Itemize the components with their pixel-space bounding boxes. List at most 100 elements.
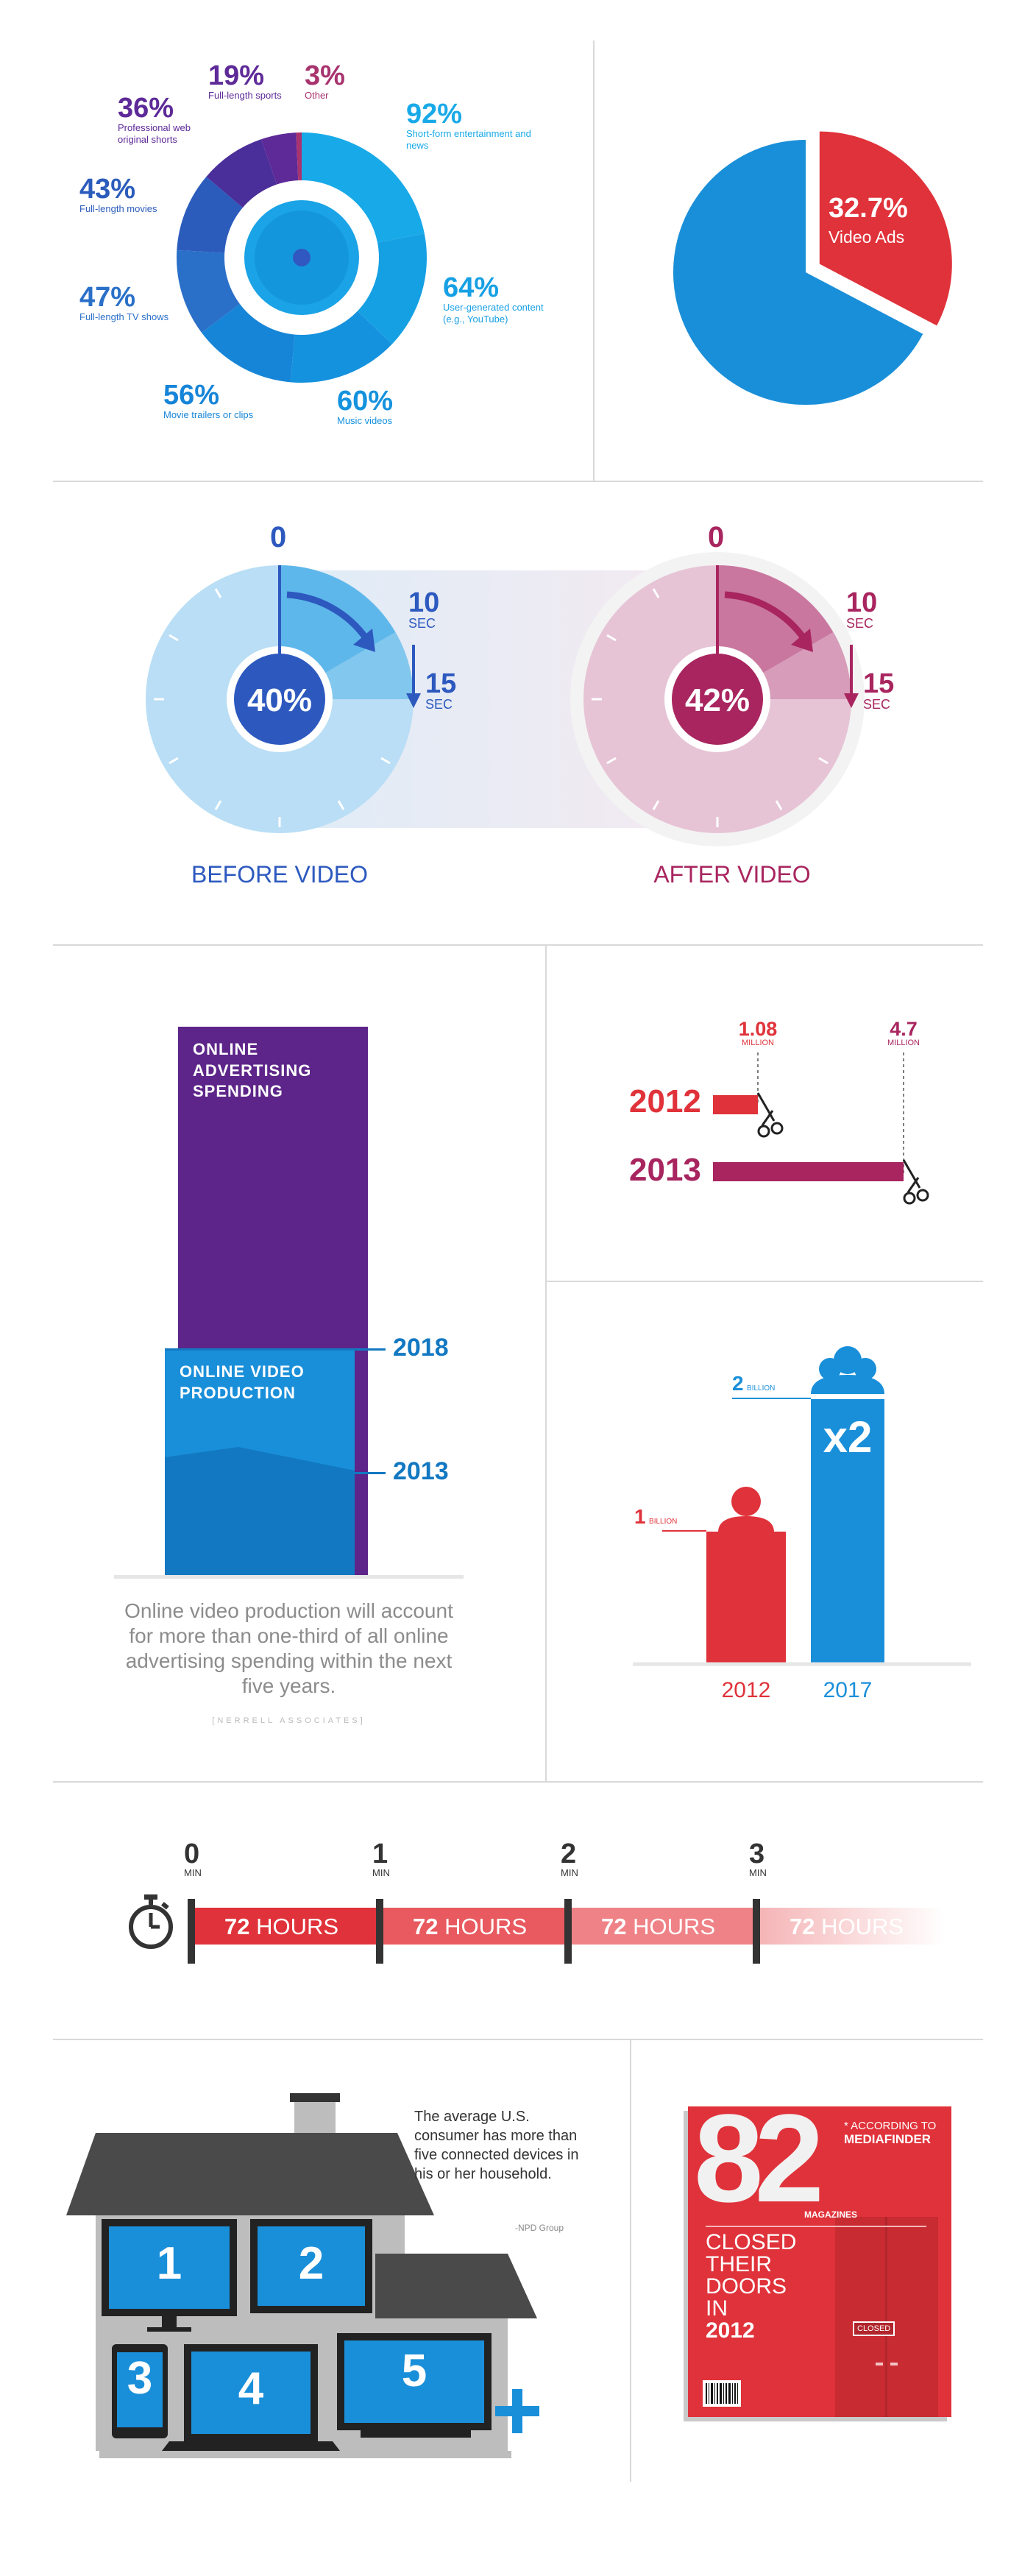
label-value: 3% [305, 60, 345, 91]
scissors-bar-2013 [713, 1162, 904, 1181]
magazine-door-line [885, 2217, 887, 2417]
video-production-label: ONLINE VIDEO PRODUCTION [180, 1362, 305, 1402]
donut-label-60: 60% Music videos [337, 387, 393, 427]
donut-segment [355, 233, 427, 344]
stopwatch-icon [129, 1894, 173, 1949]
timeline-segment-label: 72 HOURS [224, 1914, 339, 1939]
value: 1.08 [738, 1018, 778, 1040]
scissors-value-2013: 4.7 MILLION [881, 1019, 926, 1047]
pie-main-slice [673, 139, 923, 405]
label-text: Full-length sports [208, 90, 282, 101]
headline-line: CLOSED [706, 2230, 797, 2254]
device-5-label: 5 [401, 2346, 427, 2396]
after-caption: AFTER VIDEO [653, 861, 811, 888]
timeline-tick-label: 0 MIN [184, 1839, 202, 1878]
divider-h2 [53, 944, 983, 946]
after-center-value: 42% [684, 682, 751, 718]
people-bar-2017 [811, 1399, 884, 1664]
magazine-brand: MEDIAFINDER [844, 2132, 932, 2146]
donut-label-36: 36% Professional web original shorts [118, 94, 206, 146]
scissors-year-2012: 2012 [629, 1083, 701, 1119]
label-text: Full-length TV shows [79, 311, 169, 322]
donut-label-3: 3% Other [305, 62, 345, 102]
donut-label-47: 47% Full-length TV shows [79, 283, 168, 323]
t2-unit: SEC [425, 697, 453, 712]
value: 2 [732, 1372, 744, 1395]
scissors-year-2013: 2013 [629, 1152, 701, 1188]
divider-v3 [630, 2040, 631, 2482]
bars-source: [NERRELL ASSOCIATES] [212, 1716, 366, 1725]
label-value: 43% [79, 174, 136, 205]
label-text: Full-length movies [79, 203, 157, 214]
scissors-icon-2013 [902, 1159, 929, 1205]
label-text: Short-form entertainment and news [406, 128, 531, 152]
barcode-icon [703, 2380, 741, 2407]
label-text: User-generated content (e.g., YouTube) [443, 302, 544, 325]
video-types-donut-chart [177, 132, 427, 383]
donut-segment [201, 301, 296, 383]
magazine-headline: CLOSED THEIR DOORS IN 2012 [706, 2232, 796, 2342]
donut-center-dot [293, 249, 311, 266]
label-text: Movie trailers or clips [163, 409, 254, 420]
divider-v1 [593, 40, 595, 482]
pie-video-ads-slice [819, 131, 952, 326]
marker-2013 [294, 1472, 386, 1474]
pie-value: 32.7% [829, 193, 908, 224]
t1-value: 10 [408, 587, 440, 618]
scissors-bar-2012 [713, 1095, 758, 1114]
people-left-value: 1 BILLION [634, 1505, 677, 1529]
label-value: 64% [443, 272, 500, 303]
scissors-graphic [713, 1052, 929, 1205]
scissors-value-2012: 1.08 MILLION [736, 1019, 780, 1047]
before-caption: BEFORE VIDEO [191, 861, 369, 888]
label-value: 47% [79, 282, 136, 313]
people-left [706, 1487, 786, 1664]
advertising-spending-label: ONLINE ADVERTISING SPENDING [193, 1040, 312, 1101]
video-ads-pie-chart [673, 131, 952, 405]
timeline-tick [564, 1899, 572, 1964]
timeline-segment: 72 HOURS [380, 1908, 568, 1945]
divider-v2 [545, 946, 547, 1781]
headline-line: THEIR [706, 2252, 772, 2276]
donut-label-43: 43% Full-length movies [79, 175, 157, 215]
timeline-segment-label: 72 HOURS [790, 1914, 904, 1939]
unit: BILLION [649, 1518, 678, 1526]
timeline-tick-label: 1 MIN [372, 1839, 390, 1878]
after-dial [570, 552, 865, 846]
magazine-note: * ACCORDING TO [844, 2120, 937, 2132]
marker-2018 [165, 1348, 386, 1351]
t2-value: 15 [863, 668, 895, 699]
people-right-value: 2 BILLION [732, 1372, 775, 1395]
pie-label: 32.7% Video Ads [829, 193, 908, 247]
donut-segment [206, 139, 278, 210]
label-value: 56% [163, 380, 220, 411]
unit: MILLION [887, 1038, 920, 1047]
device-2-label: 2 [298, 2238, 324, 2289]
dials-graphic [146, 552, 865, 846]
magazine-divider [706, 2226, 926, 2227]
headline-line: DOORS [706, 2274, 787, 2299]
label-text: Music videos [337, 415, 393, 426]
t1-unit: SEC [408, 616, 436, 631]
timeline-segment: 72 HOURS [756, 1908, 945, 1945]
house-source: -NPD Group [515, 2223, 564, 2233]
before-start-label: 0 [270, 521, 287, 553]
multiplier-label: x2 [823, 1412, 873, 1462]
headline-year: 2012 [706, 2318, 755, 2343]
donut-segment [261, 132, 299, 188]
magazine-handle-right [890, 2363, 898, 2366]
donut-segment [290, 308, 392, 383]
donut-label-92: 92% Short-form entertainment and news [406, 100, 531, 152]
timeline-tick [188, 1899, 195, 1964]
timeline: 72 HOURS 72 HOURS 72 HOURS 72 HOURS 0 MIN 1 MIN… [184, 1839, 945, 1965]
value: 4.7 [890, 1018, 918, 1040]
device-4-label: 4 [238, 2363, 264, 2414]
video-production-bar-lower [165, 1447, 355, 1575]
people-bar-2012 [706, 1532, 786, 1664]
donut-label-56: 56% Movie trailers or clips [163, 381, 253, 421]
pie-label-text: Video Ads [829, 227, 905, 247]
unit: MILLION [741, 1038, 774, 1047]
timeline-tick [753, 1899, 760, 1964]
bars-baseline [114, 1575, 464, 1579]
headline-line: IN [706, 2296, 728, 2321]
